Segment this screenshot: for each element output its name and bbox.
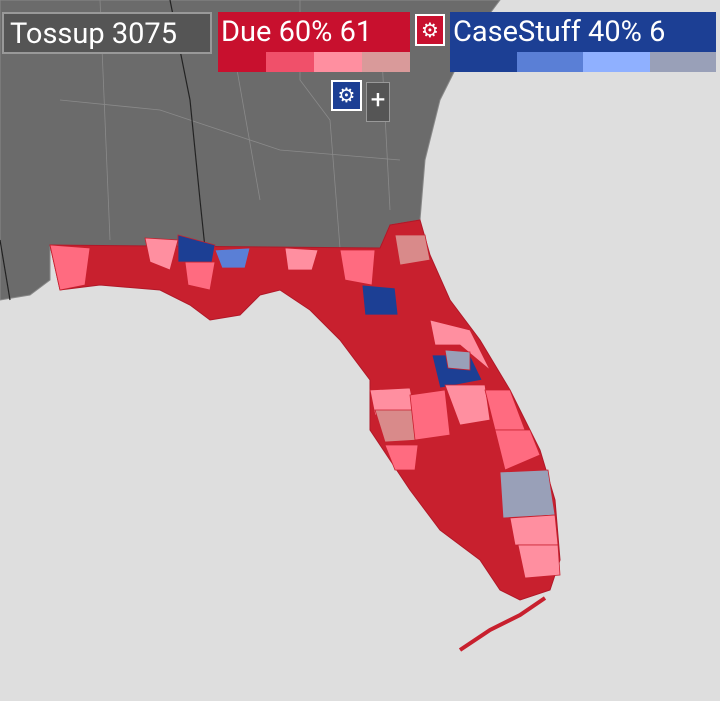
add-button[interactable]: + xyxy=(366,82,390,122)
party-a-settings[interactable]: ⚙ xyxy=(415,14,445,46)
party-b-scale xyxy=(450,52,716,72)
keys xyxy=(458,596,547,652)
party-b-label: CaseStuff 40% 6 xyxy=(450,12,716,52)
party-a-label: Due 60% 61 xyxy=(218,12,410,52)
party-a-scale xyxy=(218,52,410,72)
tossup-label: Tossup 3075 xyxy=(2,12,212,54)
florida xyxy=(49,219,561,601)
counties xyxy=(49,234,561,579)
settings-button[interactable]: ⚙ xyxy=(331,80,362,111)
